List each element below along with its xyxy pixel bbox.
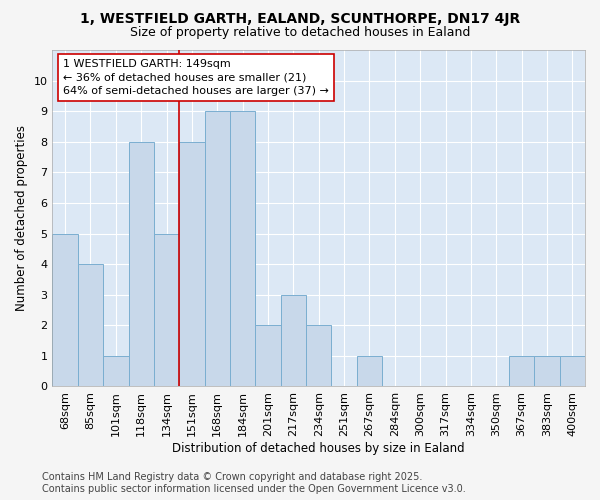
Bar [52,234,78,386]
Bar [357,356,382,386]
Bar [281,294,306,386]
Bar [78,264,103,386]
Text: 1 WESTFIELD GARTH: 149sqm
← 36% of detached houses are smaller (21)
64% of semi-: 1 WESTFIELD GARTH: 149sqm ← 36% of detac… [63,59,329,96]
Text: Size of property relative to detached houses in Ealand: Size of property relative to detached ho… [130,26,470,39]
Bar [560,356,585,386]
X-axis label: Distribution of detached houses by size in Ealand: Distribution of detached houses by size … [172,442,465,455]
Y-axis label: Number of detached properties: Number of detached properties [15,125,28,311]
Bar [154,234,179,386]
Text: 1, WESTFIELD GARTH, EALAND, SCUNTHORPE, DN17 4JR: 1, WESTFIELD GARTH, EALAND, SCUNTHORPE, … [80,12,520,26]
Text: Contains HM Land Registry data © Crown copyright and database right 2025.
Contai: Contains HM Land Registry data © Crown c… [42,472,466,494]
Bar [128,142,154,386]
Bar [205,111,230,386]
Bar [509,356,534,386]
Bar [230,111,256,386]
Bar [534,356,560,386]
Bar [179,142,205,386]
Bar [306,326,331,386]
Bar [103,356,128,386]
Bar [256,326,281,386]
